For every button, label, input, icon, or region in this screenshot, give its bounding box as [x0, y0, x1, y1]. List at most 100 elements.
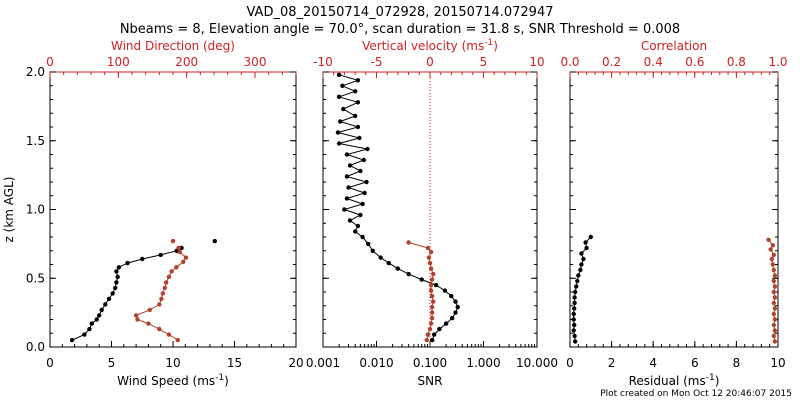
- data-point: [386, 260, 391, 266]
- panel-vertical-velocity: 0.001 0.010 0.100 1.000 10.000 -10 -5 0 5 10 SNR Ve…: [306, 38, 558, 388]
- data-point: [360, 201, 365, 207]
- data-point: [772, 328, 778, 333]
- data-point: [578, 267, 583, 273]
- data-point: [344, 174, 350, 179]
- data-point: [378, 255, 383, 260]
- data-point: [395, 266, 400, 271]
- chart-title-line1: VAD_08_20150714_072928, 20150714.072947: [247, 5, 554, 20]
- data-point: [573, 289, 578, 295]
- data-point: [772, 295, 778, 300]
- data-point: [176, 245, 181, 251]
- data-point: [429, 277, 435, 282]
- data-point: [103, 302, 108, 307]
- data-point: [455, 304, 460, 310]
- data-point: [353, 229, 358, 234]
- data-point: [106, 296, 112, 302]
- data-point: [406, 240, 411, 245]
- data-point: [431, 299, 436, 304]
- data-point: [428, 266, 434, 271]
- data-point: [771, 322, 776, 328]
- x-tick-label: 0.010: [359, 356, 393, 370]
- top-axis-label: Correlation: [641, 39, 707, 53]
- data-point: [572, 300, 577, 306]
- data-point: [571, 317, 576, 322]
- data-point: [364, 179, 369, 185]
- data-point: [157, 302, 162, 307]
- data-point: [114, 280, 119, 285]
- data-point: [166, 274, 172, 280]
- data-point: [588, 234, 593, 240]
- data-point: [771, 300, 776, 306]
- data-point: [158, 252, 163, 258]
- data-point: [170, 238, 176, 244]
- data-point: [766, 237, 771, 242]
- data-point: [164, 280, 169, 285]
- data-point: [428, 249, 434, 255]
- data-point: [147, 307, 152, 313]
- data-point: [358, 212, 363, 218]
- top-tick-label: 100: [107, 55, 130, 69]
- series-top-axis: [133, 238, 189, 343]
- data-point: [94, 317, 99, 322]
- data-point: [425, 245, 431, 251]
- y-tick-label: 2.0: [26, 65, 45, 79]
- data-point: [769, 256, 774, 262]
- data-point: [355, 124, 361, 130]
- data-point: [768, 247, 773, 252]
- data-point: [772, 339, 778, 344]
- x-tick-label: 10: [770, 356, 785, 370]
- data-point: [365, 146, 370, 152]
- data-point: [429, 293, 435, 299]
- x-tick-label: 4: [649, 356, 657, 370]
- plot-created-footer: Plot created on Mon Oct 12 20:46:07 2015: [600, 389, 792, 399]
- x-tick-label: 5: [108, 356, 116, 370]
- data-point: [428, 288, 434, 293]
- top-tick-label: 0: [426, 55, 434, 69]
- data-point: [572, 322, 577, 328]
- data-point: [572, 306, 577, 311]
- data-point: [429, 304, 435, 310]
- data-point: [771, 333, 776, 339]
- data-point: [419, 277, 424, 282]
- x-tick-label: 0.100: [413, 356, 447, 370]
- data-point: [432, 332, 437, 337]
- data-point: [771, 267, 776, 273]
- top-tick-label: 0.2: [602, 55, 621, 69]
- data-point: [344, 196, 350, 201]
- data-point: [770, 262, 775, 267]
- data-point: [82, 332, 87, 337]
- top-tick-label: 0.8: [727, 55, 746, 69]
- top-axis-label: Wind Direction (deg): [111, 39, 235, 53]
- data-point: [174, 265, 179, 270]
- data-point: [442, 288, 448, 293]
- data-point: [181, 259, 186, 264]
- data-point: [431, 271, 436, 277]
- data-point: [140, 256, 145, 262]
- top-tick-label: 10: [529, 55, 544, 69]
- y-axis-label: z (km AGL): [2, 177, 16, 243]
- x-tick-label: 6: [691, 356, 699, 370]
- data-point: [406, 271, 411, 277]
- data-point: [133, 313, 139, 318]
- data-point: [336, 94, 342, 100]
- data-point: [572, 295, 577, 300]
- data-point: [575, 278, 580, 284]
- plot-frame: [569, 71, 779, 348]
- data-point: [212, 238, 217, 244]
- x-tick-label: 2: [608, 356, 616, 370]
- data-point: [772, 273, 778, 278]
- data-point: [771, 311, 776, 317]
- data-point: [338, 119, 343, 124]
- data-point: [573, 339, 578, 344]
- data-point: [347, 163, 353, 168]
- x-tick-label: 0.001: [306, 356, 340, 370]
- data-point: [370, 248, 375, 253]
- data-point: [428, 282, 434, 288]
- data-point: [357, 135, 362, 141]
- top-tick-label: 5: [480, 55, 488, 69]
- data-point: [427, 326, 433, 332]
- top-tick-label: 0.6: [685, 55, 704, 69]
- data-point: [362, 190, 367, 196]
- data-point: [579, 262, 584, 267]
